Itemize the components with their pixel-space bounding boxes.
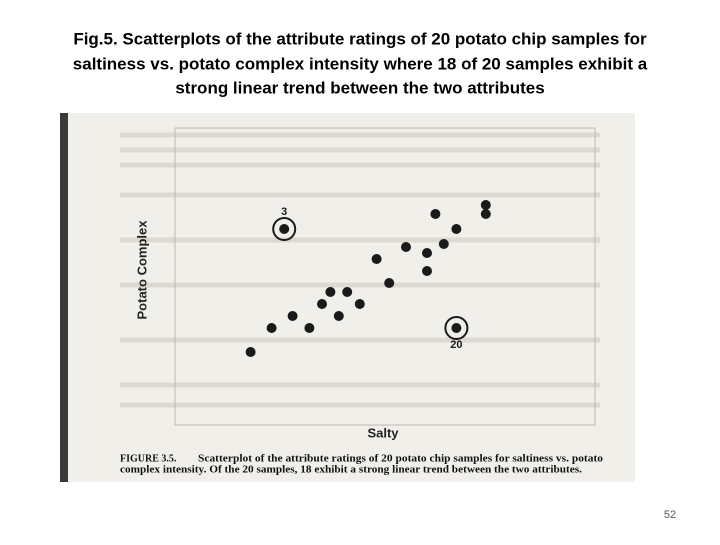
point	[333, 311, 344, 321]
faded-text	[120, 132, 600, 408]
point	[422, 266, 432, 276]
point	[245, 347, 256, 357]
slide-title: Fig.5. Scatterplots of the attribute rat…	[73, 29, 647, 48]
caption-line: Scatterplot of the attribute ratings of …	[198, 453, 603, 464]
point	[371, 254, 382, 264]
slide-title: saltiness vs. potato complex intensity w…	[73, 54, 648, 73]
point-label: 20	[450, 339, 462, 351]
point	[317, 299, 327, 309]
point	[279, 224, 290, 234]
outlier-ring	[272, 217, 297, 241]
point	[287, 311, 298, 321]
scan-edge	[60, 113, 68, 482]
scanned-figure	[60, 113, 635, 482]
point	[384, 278, 395, 288]
point	[304, 323, 315, 333]
point	[438, 239, 449, 249]
point	[451, 224, 462, 234]
point-label: 3	[281, 206, 287, 218]
y-axis-label: Potato Complex	[134, 220, 149, 320]
slide-title: strong linear trend between the two attr…	[175, 78, 544, 97]
point	[401, 242, 411, 252]
point	[342, 287, 353, 297]
point	[354, 299, 365, 309]
point	[266, 323, 277, 333]
point	[430, 209, 441, 219]
caption-line: complex intensity. Of the 20 samples, 18…	[120, 464, 583, 475]
x-axis-label: Salty	[367, 425, 399, 440]
plot-frame	[174, 127, 596, 426]
caption-label: FIGURE 3.5.	[120, 453, 177, 464]
page-number: 52	[664, 509, 676, 521]
point	[480, 200, 491, 210]
point	[325, 287, 336, 297]
point	[480, 209, 491, 219]
outlier-ring	[444, 316, 469, 340]
point	[451, 323, 462, 333]
point	[422, 248, 432, 258]
